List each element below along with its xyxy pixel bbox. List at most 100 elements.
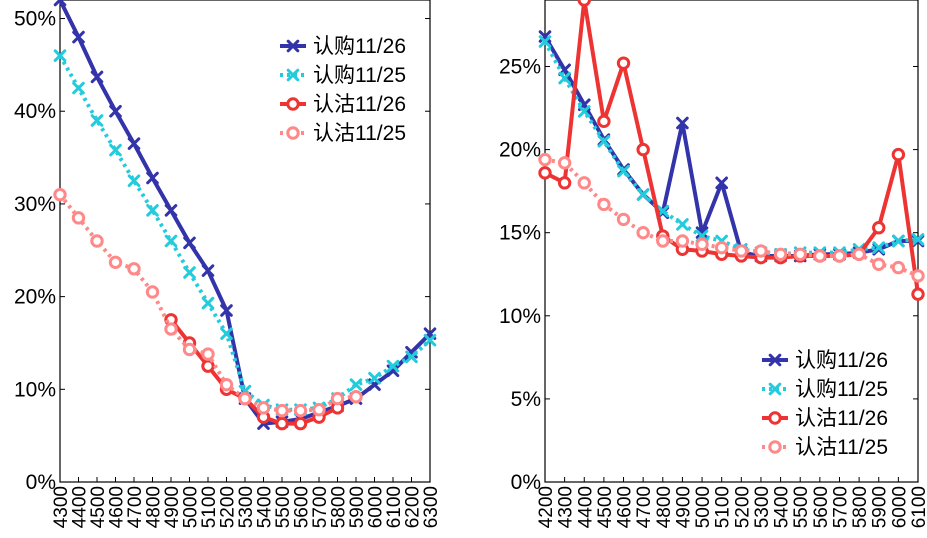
data-point [557, 156, 572, 170]
y-tick-label: 30% [14, 193, 56, 216]
legend-marker [768, 382, 782, 396]
data-point [386, 359, 400, 373]
data-point [636, 188, 650, 201]
data-point [676, 116, 689, 130]
legend-item: 认购11/25 [280, 64, 406, 87]
y-tick-label: 50% [14, 8, 56, 31]
x-tick-label: 5300 [236, 486, 257, 528]
x-tick-label: 4200 [536, 486, 557, 528]
data-point [127, 137, 141, 150]
x-tick-label: 6200 [403, 486, 424, 528]
legend-marker [286, 39, 300, 53]
legend-marker [768, 411, 782, 425]
x-tick-label: 5600 [292, 486, 313, 528]
data-point [577, 0, 591, 7]
data-point [90, 234, 104, 248]
data-point [793, 247, 807, 261]
data-point [146, 204, 159, 217]
x-tick-label: 5900 [870, 486, 891, 528]
data-point [109, 143, 122, 157]
data-point [201, 264, 215, 277]
data-point [911, 269, 925, 283]
legend-label: 认沽11/25 [795, 436, 888, 459]
x-tick-label: 5900 [347, 486, 368, 528]
y-tick-label: 0% [511, 471, 541, 494]
data-point [368, 371, 381, 385]
x-tick-label: 4500 [595, 486, 616, 528]
data-point [911, 233, 925, 246]
data-point [754, 244, 768, 258]
data-point [911, 287, 925, 301]
data-point [164, 234, 178, 248]
data-point [538, 166, 552, 180]
x-tick-label: 4800 [654, 486, 675, 528]
data-point [275, 403, 289, 418]
x-tick-label: 5200 [218, 486, 239, 528]
y-tick-label: 10% [499, 305, 541, 328]
legend-item: 认沽11/25 [280, 122, 406, 145]
data-point [695, 237, 709, 252]
y-tick-label: 20% [499, 139, 541, 162]
y-tick-label: 5% [511, 388, 541, 411]
x-tick-label: 5200 [732, 486, 753, 528]
series-4 [53, 187, 363, 418]
data-point [714, 240, 729, 255]
series-line [169, 318, 339, 426]
data-point [616, 56, 631, 70]
data-point [90, 114, 104, 127]
data-point [109, 104, 122, 118]
x-tick-label: 4400 [575, 486, 596, 528]
legend-marker [768, 353, 782, 367]
y-axis: 0% 10% 20% 30% 40% 50% [14, 8, 430, 494]
legend-label: 认沽11/25 [313, 122, 406, 145]
legend-label: 认沽11/26 [313, 93, 406, 116]
legend-label: 认沽11/26 [795, 407, 888, 430]
x-tick-label: 5100 [199, 486, 220, 528]
data-point [275, 416, 289, 431]
data-point [597, 114, 611, 129]
y-axis: 0% 5% 10% 15% 20% 25% [499, 55, 918, 494]
data-point [773, 247, 788, 261]
data-point [349, 378, 363, 391]
x-tick-label: 4600 [107, 486, 128, 528]
legend-marker [768, 440, 782, 454]
data-point [201, 347, 215, 361]
legend-item: 认沽11/26 [762, 407, 888, 430]
data-point [256, 401, 271, 415]
data-point [616, 212, 631, 227]
y-tick-label: 20% [14, 286, 56, 309]
data-point [145, 285, 160, 299]
x-tick-label: 5400 [255, 486, 276, 528]
y-tick-label: 40% [14, 100, 56, 123]
x-tick-label: 5500 [273, 486, 294, 528]
legend-item: 认购11/26 [762, 349, 888, 372]
x-tick-label: 4700 [125, 486, 146, 528]
x-tick-label: 6000 [366, 486, 387, 528]
data-point [597, 197, 611, 212]
x-tick-label: 5000 [181, 486, 202, 528]
data-point [558, 71, 571, 85]
data-point [182, 342, 197, 357]
legend-label: 认购11/26 [313, 35, 406, 58]
x-tick-label: 6100 [384, 486, 405, 528]
data-point [636, 142, 650, 157]
x-tick-label: 4300 [556, 486, 577, 528]
data-point [127, 262, 141, 276]
data-point [72, 81, 85, 95]
series-line [58, 54, 432, 412]
x-tick-label: 4500 [88, 486, 109, 528]
x-tick-label: 6000 [889, 486, 910, 528]
x-tick-label: 5300 [752, 486, 773, 528]
data-point [220, 304, 233, 317]
series-3 [164, 313, 345, 431]
data-point [891, 147, 906, 162]
data-point [617, 164, 630, 178]
x-tick-label: 4900 [673, 486, 694, 528]
y-tick-label: 25% [499, 55, 541, 78]
legend-item: 认购11/26 [280, 35, 406, 58]
data-point [164, 322, 178, 336]
data-point [330, 391, 345, 406]
data-point [656, 234, 670, 248]
data-point [715, 176, 728, 190]
legend: 认购11/26 认购11/25 认沽11/26 认沽11/25 [280, 35, 406, 145]
